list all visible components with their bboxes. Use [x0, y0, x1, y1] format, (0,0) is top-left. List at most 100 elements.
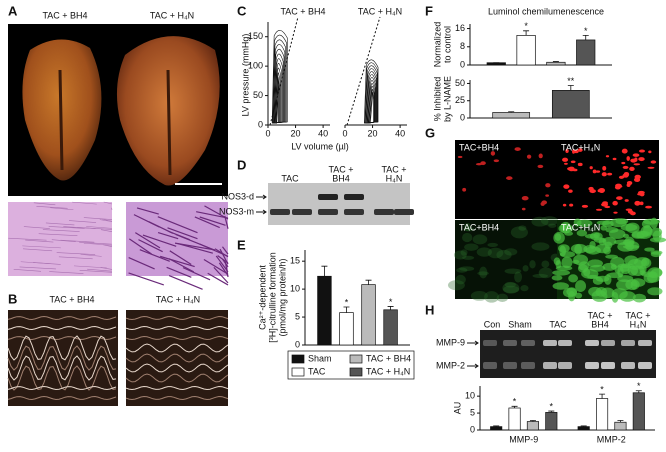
pv-loop: [365, 65, 378, 124]
x-tick-label: 40: [318, 128, 328, 138]
echo-trace: [125, 325, 229, 331]
y-axis-label: AU: [452, 402, 462, 415]
cell: [560, 221, 572, 234]
echo-trace: [125, 353, 229, 363]
cell: [463, 227, 475, 232]
error-bar: [635, 390, 642, 393]
band-label: MMP-2: [436, 360, 465, 370]
bar: [490, 426, 503, 431]
cell: [627, 265, 639, 276]
legend-label: Sham: [308, 353, 332, 363]
pv-loop: [273, 48, 285, 124]
pv-loop: [367, 80, 376, 124]
band: [374, 209, 394, 215]
y-axis-label: LV pressure (mmHg): [240, 34, 250, 117]
x-tick-label: MMP-2: [597, 434, 626, 444]
fiber: [23, 226, 50, 229]
image-label: TAC+H₄N: [561, 222, 600, 232]
pv-loop: [366, 74, 377, 124]
cell: [503, 285, 520, 294]
cell: [487, 242, 499, 247]
band: [558, 340, 572, 346]
pv-loop: [370, 91, 374, 124]
lane-label: Sham: [508, 319, 532, 329]
pv-loop: [368, 86, 375, 124]
significance-mark: *: [550, 401, 554, 411]
column-label: TAC + H₄N: [150, 10, 194, 20]
y-tick-label: 150: [248, 31, 263, 41]
band: [483, 362, 497, 369]
fiber: [199, 216, 226, 226]
pv-loop: [273, 53, 284, 124]
fiber: [49, 271, 84, 274]
error-bar: [365, 279, 372, 285]
echo-trace: [7, 395, 117, 401]
arrow: [256, 209, 267, 215]
bar: [577, 426, 590, 431]
cell: [639, 270, 646, 276]
espvr: [269, 16, 299, 126]
legend-swatch: [291, 367, 305, 377]
y-tick-label: 0: [258, 119, 263, 129]
lane-label: BH4: [591, 319, 609, 329]
bar: [614, 421, 627, 431]
lane-label: TAC: [281, 173, 299, 183]
fiber: [22, 245, 61, 249]
cell: [650, 217, 658, 229]
band-label: NOS3-d: [221, 191, 254, 201]
fiber: [175, 233, 216, 251]
fiber: [69, 220, 97, 223]
fiber: [83, 217, 113, 220]
heart-septum: [58, 69, 172, 176]
pv-loop: [274, 63, 282, 124]
y-axis-label: [³H]-citrulline formation: [267, 252, 277, 343]
fiber: [36, 206, 68, 209]
nucleus: [627, 209, 634, 214]
nucleus: [493, 159, 500, 163]
fiber: [194, 216, 220, 229]
cell: [548, 223, 557, 228]
cell: [455, 274, 466, 285]
nucleus: [623, 171, 630, 177]
bar: [361, 284, 376, 346]
nucleus: [577, 162, 583, 167]
lane-label: TAC +: [381, 164, 406, 174]
nucleus: [562, 203, 567, 207]
nucleus: [506, 176, 513, 180]
nucleus: [616, 196, 623, 200]
nucleus: [622, 165, 629, 169]
cell: [583, 245, 597, 254]
fiber: [13, 268, 42, 272]
fiber: [33, 202, 56, 206]
nucleus: [589, 166, 593, 170]
nucleus: [457, 155, 463, 158]
decorations: [7, 16, 666, 406]
lane-label: H₄N: [630, 319, 647, 329]
nucleus: [639, 201, 644, 206]
legend-swatch: [349, 367, 363, 377]
pv-loop: [368, 83, 376, 124]
x-tick-label: 20: [291, 128, 301, 138]
nucleus: [514, 147, 521, 151]
nucleus: [629, 166, 635, 172]
cell: [462, 232, 473, 243]
band: [601, 362, 615, 369]
cell: [477, 271, 489, 276]
nucleus: [589, 189, 596, 194]
x-tick-label: MMP-9: [509, 434, 538, 444]
fiber: [80, 254, 102, 257]
pv-loop: [276, 81, 279, 124]
nucleus: [624, 199, 629, 202]
pv-loop: [272, 39, 286, 124]
fiber: [60, 239, 95, 243]
cell: [518, 225, 527, 231]
y-axis-label: % Inhibited: [432, 77, 442, 122]
fiber: [20, 261, 52, 265]
legend-swatch: [349, 354, 363, 364]
echo-trace: [125, 373, 229, 383]
arrow: [467, 340, 479, 346]
cell: [496, 293, 509, 303]
cell: [540, 216, 559, 226]
